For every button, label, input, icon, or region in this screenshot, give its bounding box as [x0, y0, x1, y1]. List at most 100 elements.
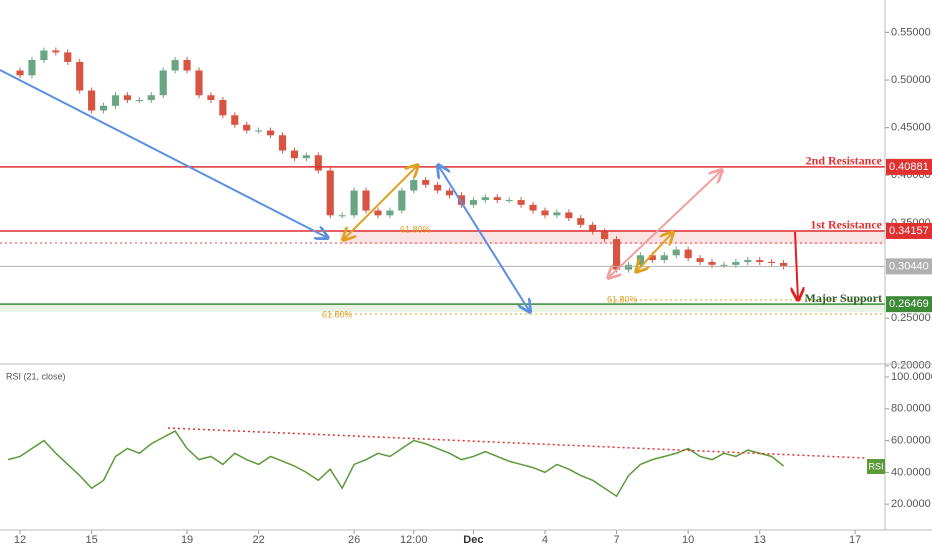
x-tick-label: 15 — [86, 534, 98, 546]
x-tick-label: 13 — [754, 534, 766, 546]
arrow — [438, 165, 530, 312]
level-label: 1st Resistance — [810, 218, 882, 232]
x-tick-label: 12:00 — [400, 534, 428, 546]
y-tick-label: 0.55000 — [891, 26, 931, 38]
candle — [159, 70, 167, 96]
candle — [338, 215, 346, 217]
candle — [302, 155, 310, 159]
level-label: Major Support — [805, 291, 882, 305]
arrow — [343, 165, 418, 240]
y-tick-label: 60.0000 — [891, 434, 931, 446]
x-tick-label: 17 — [849, 534, 861, 546]
price-tag-label: 0.40881 — [889, 161, 929, 173]
candle — [565, 212, 573, 219]
series-tag — [867, 459, 885, 474]
rsi-title: RSI (21, close) — [6, 371, 66, 381]
candle — [64, 52, 72, 62]
price-tag-label: 0.26469 — [889, 298, 929, 310]
candle — [541, 210, 549, 216]
candle — [493, 197, 501, 201]
candle — [684, 249, 692, 259]
arrow — [636, 232, 673, 272]
y-tick-label: 0.45000 — [891, 122, 931, 134]
fib-label: 61.80% — [607, 294, 638, 304]
series-tag-label: RSI — [868, 461, 883, 471]
candle — [290, 150, 299, 159]
price-tag — [886, 222, 932, 239]
y-tick-label: 0.50000 — [891, 74, 931, 86]
candle — [398, 190, 406, 211]
y-tick-label: 0.25000 — [891, 312, 931, 324]
fib-label: 61.80% — [322, 309, 353, 319]
plot: 0.550000.500000.450000.400000.350000.250… — [0, 26, 932, 546]
x-tick-label: 22 — [253, 534, 265, 546]
price-tag — [886, 158, 932, 175]
x-tick-label: Dec — [463, 534, 483, 546]
x-tick-label: 19 — [181, 534, 193, 546]
candle — [529, 204, 537, 211]
candle — [696, 258, 704, 262]
candle — [28, 60, 36, 76]
x-tick-label: 4 — [542, 534, 548, 546]
candle — [589, 224, 597, 232]
candle — [147, 95, 155, 101]
candle — [40, 50, 48, 61]
candle — [374, 210, 382, 216]
y-tick-label: 40.0000 — [891, 466, 931, 478]
candle — [350, 190, 358, 216]
candle — [672, 249, 680, 256]
candle — [756, 260, 764, 262]
candle — [255, 130, 263, 132]
candle — [135, 100, 143, 102]
arrow — [608, 170, 722, 278]
candle — [601, 231, 609, 240]
candle — [481, 197, 489, 201]
candle — [708, 261, 716, 265]
candle — [99, 105, 108, 111]
candle — [386, 210, 394, 216]
fib-label: 61.80% — [400, 224, 431, 234]
candle — [314, 155, 322, 171]
candle — [410, 180, 418, 191]
candle — [577, 218, 585, 225]
candle — [422, 180, 430, 185]
x-tick-label: 10 — [682, 534, 694, 546]
rsi-line — [7, 430, 785, 498]
price-tag — [886, 258, 932, 275]
candle — [326, 170, 334, 216]
candle — [171, 60, 179, 71]
candle — [517, 200, 525, 205]
y-tick-label: 0.20000 — [891, 360, 931, 372]
x-tick-label: 26 — [348, 534, 360, 546]
y-tick-label: 100.0000 — [891, 371, 932, 383]
x-tick-label: 7 — [614, 534, 620, 546]
candle — [434, 184, 442, 191]
candle — [207, 95, 215, 101]
candle — [219, 100, 227, 116]
candle — [660, 255, 668, 261]
candle — [768, 261, 776, 263]
price-tag — [886, 296, 932, 313]
candle — [16, 70, 24, 76]
candle — [267, 130, 275, 136]
candle — [732, 261, 740, 265]
candle — [720, 264, 728, 266]
candle — [744, 260, 752, 262]
x-tick-label: 12 — [14, 534, 26, 546]
candle — [780, 262, 788, 267]
price-tag-label: 0.34157 — [889, 225, 929, 237]
candle — [469, 200, 477, 205]
candle — [612, 239, 621, 270]
candle — [76, 61, 84, 91]
candle — [231, 115, 239, 125]
arrow — [795, 231, 798, 300]
candle — [362, 190, 370, 211]
y-tick-label: 80.0000 — [891, 403, 931, 415]
candle — [278, 135, 287, 151]
candle — [553, 212, 561, 216]
candle — [183, 60, 191, 71]
candle — [111, 95, 120, 106]
price-tag-label: 0.30440 — [889, 260, 929, 272]
candle — [52, 50, 60, 53]
